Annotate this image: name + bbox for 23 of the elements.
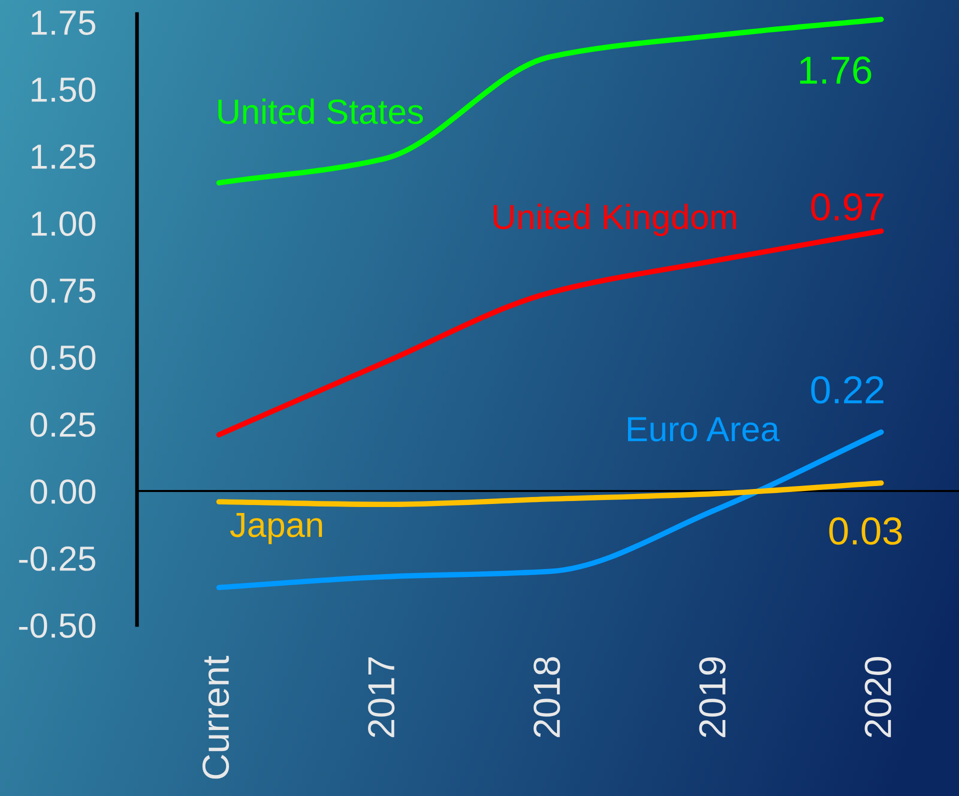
x-tick-label: 2018 [534,657,560,738]
series-label: United Kingdom [494,204,736,236]
x-tick-label: 2020 [864,657,892,738]
x-tick-label: 2019 [699,657,726,738]
y-tick-label: 0.75 [30,278,96,303]
data-label: 1.76 [800,56,872,84]
data-label: 0.03 [829,517,902,545]
y-tick-label: 1.00 [32,211,96,236]
y-tick-label: -0.25 [19,546,96,571]
series-label: United States [218,98,423,124]
y-tick-label: 0.25 [30,412,96,437]
y-tick-label: 1.75 [32,10,96,35]
y-tick-label: 1.50 [32,77,96,102]
y-tick-label: 1.25 [32,144,96,169]
y-tick-label: 0.50 [30,345,96,370]
series-label: Euro Area [628,417,780,442]
series-label: Japan [230,512,322,544]
x-tick-label: 2017 [368,657,395,738]
x-tick-label: Current [202,656,230,779]
data-label: 0.22 [811,376,884,404]
data-label: 0.97 [811,193,884,221]
y-tick-label: -0.50 [19,613,96,638]
y-tick-label: 0.00 [30,479,96,504]
